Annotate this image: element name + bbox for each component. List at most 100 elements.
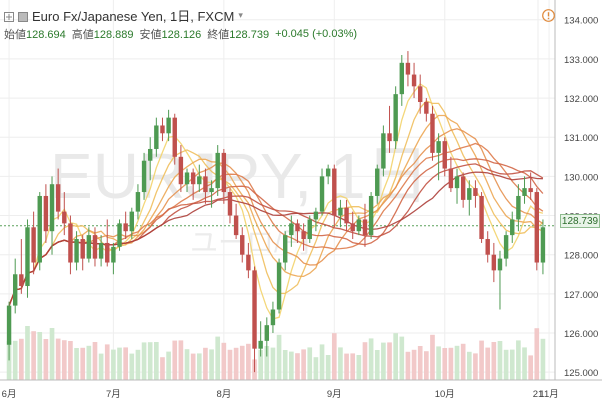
volume-bar (522, 347, 527, 380)
volume-bar (141, 342, 147, 380)
alert-icon[interactable] (542, 9, 555, 22)
candle-body (276, 262, 282, 310)
volume-bar (74, 348, 79, 380)
volume-bar (111, 349, 116, 380)
candle-body (289, 223, 294, 236)
volume-bar (405, 351, 411, 380)
volume-bar (325, 355, 331, 380)
candle-body (387, 133, 392, 142)
ohlc-high: 高値128.889 (71, 29, 134, 41)
candle-body (74, 239, 79, 263)
candle-body (135, 192, 141, 212)
ohlc-row: 始値128.694 高値128.889 安値128.126 終値128.739 … (4, 27, 357, 41)
dropdown-chevron-icon[interactable]: ▾ (238, 9, 243, 20)
volume-bar (485, 347, 491, 380)
candle-body (436, 141, 441, 153)
volume-bar (61, 340, 67, 380)
candle-body (448, 168, 454, 189)
volume-bar (466, 351, 472, 380)
moving-average-line (8, 128, 544, 306)
volume-bar (534, 328, 540, 380)
volume-bar (264, 346, 270, 380)
volume-bar (25, 326, 30, 380)
candle-body (356, 219, 362, 232)
candle-body (503, 235, 509, 259)
candle-body (49, 184, 55, 232)
y-tick-label: 134.000 (564, 16, 598, 27)
volume-bar (147, 342, 153, 380)
collapse-icon[interactable] (18, 10, 28, 22)
candle-body (160, 125, 165, 134)
volume-bar (497, 341, 503, 380)
expand-icon[interactable] (4, 10, 14, 22)
y-tick-label: 128.000 (564, 251, 598, 262)
candle-body (454, 176, 460, 189)
candle-body (215, 152, 220, 189)
x-tick-label: 8月 (216, 389, 231, 400)
volume-bar (331, 333, 337, 380)
volume-bar (154, 342, 159, 380)
volume-bar (417, 346, 423, 380)
candle-body (362, 219, 368, 236)
candle-body (31, 227, 36, 263)
volume-bar (540, 338, 546, 380)
volume-bar (276, 334, 282, 380)
volume-bar (460, 343, 466, 380)
volume-bar (31, 331, 36, 380)
candle-body (203, 176, 208, 193)
volume-bar (368, 338, 374, 380)
volume-bar (430, 334, 435, 380)
ohlc-low: 安値128.126 (139, 29, 202, 41)
candle-body (325, 168, 331, 177)
candle-body (80, 239, 85, 259)
volume-bar (374, 350, 380, 380)
volume-bar (117, 347, 122, 380)
volume-bar (424, 351, 429, 380)
volume-bar (393, 333, 398, 380)
candle-body (270, 309, 276, 326)
candle-body (111, 246, 116, 263)
candle-body (209, 188, 214, 193)
volume-bar (473, 353, 478, 380)
volume-bar (239, 345, 245, 380)
volume-bar (203, 347, 208, 380)
candle-body (528, 188, 533, 193)
candle-body (264, 325, 270, 341)
candle-body (68, 223, 73, 263)
price-change: +0.045 (+0.03%) (275, 28, 358, 40)
candle-body (368, 195, 374, 236)
candle-body (307, 219, 312, 240)
volume-bar (49, 328, 55, 380)
candle-body (375, 168, 380, 196)
candle-body (497, 258, 503, 271)
x-tick-label: 10月 (435, 389, 455, 400)
x-tick-label: 6月 (2, 389, 17, 400)
candle-body (141, 160, 147, 193)
candle-body (516, 195, 521, 220)
volume-bar (362, 342, 368, 380)
volume-bar (221, 342, 227, 380)
ohlc-open: 始値128.694 (4, 29, 66, 41)
y-tick-label: 133.000 (564, 55, 598, 66)
volume-bar (92, 342, 98, 380)
volume-bar (282, 350, 288, 380)
volume-bar (80, 347, 86, 380)
candle-body (6, 305, 12, 345)
volume-bar (338, 347, 343, 380)
volume-bar (233, 347, 239, 380)
candle-body (240, 235, 245, 255)
candle-body (491, 254, 497, 271)
last-price-tag: 128.739 (560, 214, 600, 228)
candle-body (246, 254, 251, 271)
candle-body (123, 223, 128, 232)
moving-average-line (8, 171, 543, 306)
x-tick-label: 21 (533, 389, 544, 400)
candle-body (147, 148, 153, 161)
candle-body (344, 207, 349, 224)
volume-bar (442, 348, 448, 380)
candle-body (233, 215, 239, 236)
candle-body (417, 86, 423, 102)
moving-average-ribbon (8, 83, 544, 320)
